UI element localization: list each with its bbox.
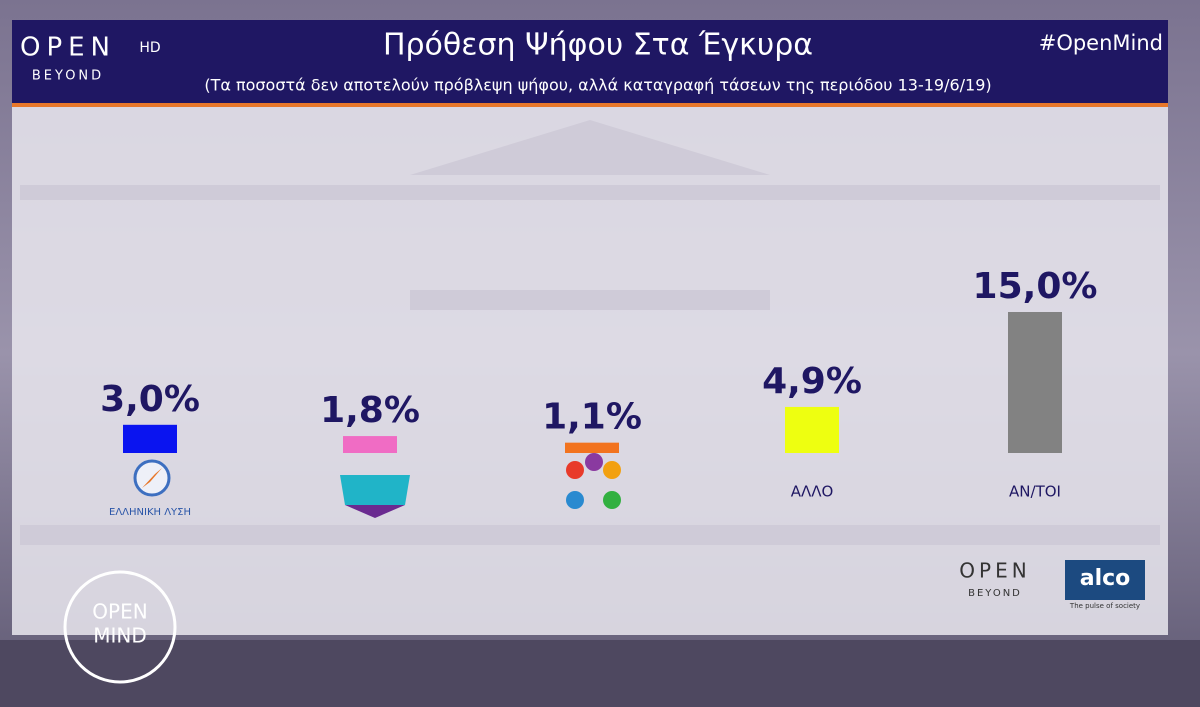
channel-logo: OPEN xyxy=(20,33,116,63)
category-label: ΑΛΛΟ xyxy=(791,483,834,501)
bar xyxy=(343,436,397,453)
pollster: alco xyxy=(1080,566,1131,591)
category-label: ΕΛΛΗΝΙΚΗ ΛΥΣΗ xyxy=(109,507,191,518)
value-label: 3,0% xyxy=(100,379,200,420)
header-accent xyxy=(12,103,1168,107)
bar xyxy=(785,406,839,453)
value-label: 1,8% xyxy=(320,390,420,431)
pollster-tagline: The pulse of society xyxy=(1069,602,1140,610)
building xyxy=(20,120,1160,545)
chart-title: Πρόθεση Ψήφου Στα Έγκυρα xyxy=(383,28,813,63)
bar xyxy=(1008,312,1062,453)
value-label: 15,0% xyxy=(973,266,1098,307)
chart-subtitle: (Τα ποσοστά δεν αποτελούν πρόβλεψη ψήφου… xyxy=(204,76,991,95)
pollster-logo xyxy=(1065,560,1145,600)
show-logo-bottom: MIND xyxy=(93,624,147,648)
channel-sub-small: BEYOND xyxy=(968,588,1022,599)
header-bar xyxy=(12,20,1168,105)
hashtag: #OpenMind xyxy=(1039,31,1163,55)
show-logo-top: OPEN xyxy=(92,600,147,624)
value-label: 1,1% xyxy=(542,397,642,438)
show-logo-ring xyxy=(63,570,177,684)
channel-hd: HD xyxy=(139,40,160,56)
category-label: ΑΝ/ΤΟΙ xyxy=(1009,483,1061,501)
bar xyxy=(565,442,619,453)
value-label: 4,9% xyxy=(762,361,862,402)
channel-logo-small: OPEN xyxy=(959,559,1030,583)
channel-sub: BEYOND xyxy=(32,69,104,84)
ground xyxy=(0,640,1200,707)
bar xyxy=(123,424,177,453)
chart-panel xyxy=(12,105,1168,635)
party-logos xyxy=(133,453,621,518)
